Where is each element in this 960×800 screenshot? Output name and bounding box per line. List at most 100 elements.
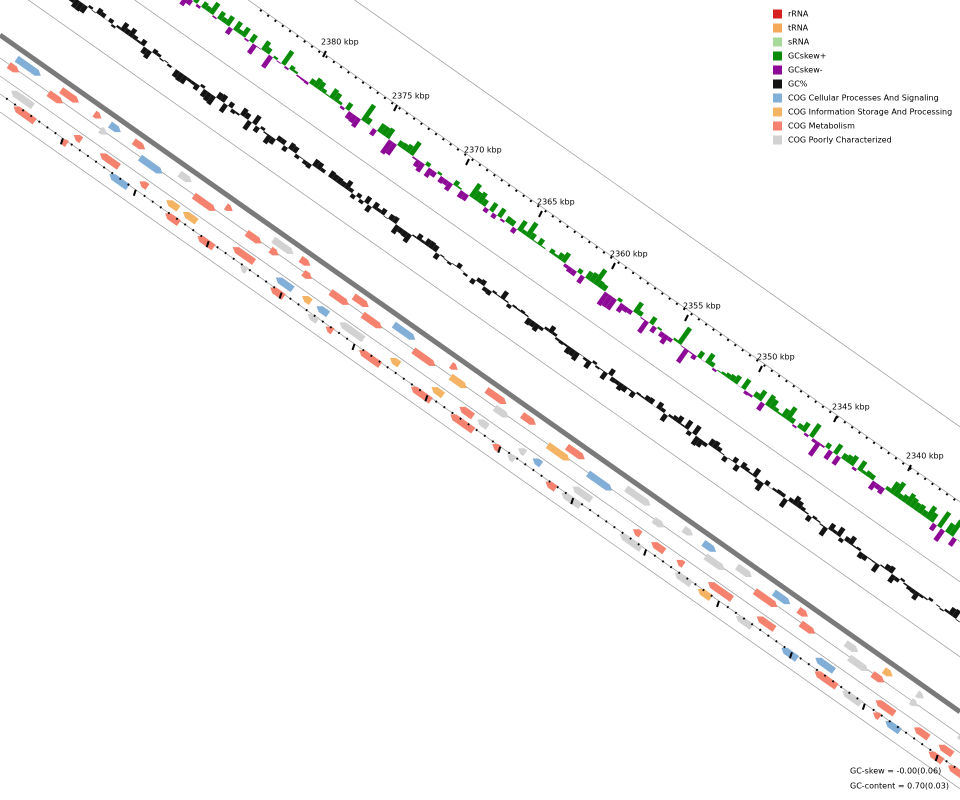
gc-skew-minus [339,105,345,111]
gc-content [948,606,957,617]
gc-skew-minus [823,449,833,461]
inner-major-tick [205,240,210,248]
gc-skew-plus [477,191,488,205]
legend-label: GCskew- [788,66,823,75]
minor-tick [558,220,562,223]
gc-content [900,577,906,583]
gc-content [856,546,862,552]
minor-tick [733,343,737,347]
gc-content [524,317,532,326]
gene [532,458,544,468]
gc-content [164,59,169,64]
inner-major-tick [351,343,356,351]
gc-content [592,360,598,366]
gc-content [615,382,624,392]
scale-label: 2345 kbp [832,403,870,412]
gc-content [656,401,665,411]
inner-minor-tick [912,737,916,740]
gc-content [870,562,880,573]
gc-skew-minus [876,486,885,495]
gc-skew-plus [241,26,251,38]
gene [137,154,163,174]
gc-content [380,207,388,216]
inner-minor-tick [491,440,495,443]
legend-label: COG Metabolism [788,122,855,131]
gc-content [932,601,937,605]
gc-content [888,565,896,574]
minor-tick [595,245,598,249]
gc-skew-minus [565,266,573,274]
inner-minor-tick [669,565,673,569]
gc-skew-plus [425,161,432,168]
gc-skew-minus [224,26,233,36]
gc-skew-minus [867,480,877,491]
gene [843,640,859,652]
gc-content [640,394,645,400]
gc-content [136,39,142,44]
inner-minor-tick [175,217,179,221]
gene [674,572,694,588]
gene [735,615,754,630]
minor-tick [325,55,328,59]
gc-content [452,263,457,267]
gc-content [905,585,912,591]
minor-tick [295,34,299,38]
gc-skew-plus [617,297,623,303]
minor-tick [901,462,905,465]
gc-content [186,77,192,83]
gc-content [280,138,287,146]
inner-minor-tick [70,143,73,146]
minor-tick [580,235,584,239]
gc-content [402,232,412,244]
gc-content [88,4,94,10]
gc-content [628,390,636,399]
inner-minor-tick [119,177,122,181]
gc-content [320,167,327,174]
inner-minor-tick [839,685,843,689]
gc-content [229,108,236,115]
gc-content [644,394,651,402]
gc-skew-minus [456,190,465,199]
gc-skew-minus [700,359,705,363]
gc-content [128,27,138,39]
gene [131,138,146,150]
gc-content [234,111,240,116]
legend-swatch [773,65,782,75]
gc-skew-plus [797,422,804,430]
gc-skew-plus [889,481,901,495]
inner-minor-tick [159,206,163,209]
gc-content [748,471,753,476]
gc-skew-minus [675,347,689,364]
scale-label: 2360 kbp [610,250,648,259]
inner-minor-tick [264,280,268,283]
gene [271,236,294,254]
minor-tick [551,215,555,218]
gc-skew-minus [441,178,449,186]
gc-content [764,479,771,487]
gc-content [520,309,526,315]
gc-content [792,495,802,507]
minor-tick [748,353,752,357]
inner-minor-tick [661,560,665,563]
gc-skew-plus [709,361,716,368]
gc-content [909,587,916,595]
gc-skew-plus [733,374,743,385]
gene [564,443,585,460]
inner-minor-tick [629,537,632,540]
legend-swatch [773,121,782,131]
scale-label: 2340 kbp [906,452,944,461]
gc-content [668,413,674,419]
gc-content [260,125,266,132]
minor-tick [587,240,591,244]
inner-minor-tick [896,725,900,729]
gc-content [695,438,704,448]
inner-major-tick [643,549,648,556]
gc-skew-plus [633,301,644,315]
minor-tick [712,328,715,332]
gc-skew-minus [736,384,741,388]
gc-skew-plus [865,470,873,478]
gc-skew-plus [561,251,572,264]
gene [572,486,594,503]
inner-minor-tick [588,508,592,512]
